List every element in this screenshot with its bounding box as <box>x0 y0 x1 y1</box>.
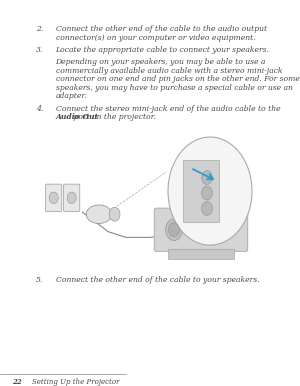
FancyBboxPatch shape <box>168 249 234 259</box>
Circle shape <box>202 186 212 200</box>
Text: Locate the appropriate cable to connect your speakers.: Locate the appropriate cable to connect … <box>56 46 269 54</box>
Circle shape <box>166 219 182 240</box>
Text: commercially available audio cable with a stereo mini-jack: commercially available audio cable with … <box>56 67 282 75</box>
Text: 3.: 3. <box>36 46 43 54</box>
Text: adapter.: adapter. <box>56 92 87 100</box>
Text: Connect the other end of the cable to the audio output: Connect the other end of the cable to th… <box>56 25 267 33</box>
Text: connector on one end and pin jacks on the other end. For some: connector on one end and pin jacks on th… <box>56 75 299 83</box>
Circle shape <box>49 192 58 204</box>
Text: Depending on your speakers, you may be able to use a: Depending on your speakers, you may be a… <box>56 58 266 66</box>
Circle shape <box>202 201 212 215</box>
Ellipse shape <box>86 205 112 223</box>
Text: connector(s) on your computer or video equipment.: connector(s) on your computer or video e… <box>56 34 255 42</box>
Circle shape <box>67 192 76 204</box>
Text: speakers, you may have to purchase a special cable or use an: speakers, you may have to purchase a spe… <box>56 84 292 92</box>
FancyBboxPatch shape <box>64 184 80 212</box>
Text: 22: 22 <box>12 378 22 386</box>
FancyBboxPatch shape <box>183 160 219 222</box>
Text: port on the projector.: port on the projector. <box>71 113 156 121</box>
Circle shape <box>109 207 120 221</box>
FancyBboxPatch shape <box>154 208 248 251</box>
Circle shape <box>169 223 179 237</box>
Text: Connect the other end of the cable to your speakers.: Connect the other end of the cable to yo… <box>56 276 259 284</box>
FancyBboxPatch shape <box>46 184 62 212</box>
Text: 2.: 2. <box>36 25 43 33</box>
Circle shape <box>202 171 212 185</box>
Text: Audio Out: Audio Out <box>56 113 98 121</box>
Text: Setting Up the Projector: Setting Up the Projector <box>32 378 119 386</box>
Circle shape <box>168 137 252 245</box>
Text: 4.: 4. <box>36 105 43 113</box>
Text: 5.: 5. <box>36 276 43 284</box>
Text: Connect the stereo mini-jack end of the audio cable to the: Connect the stereo mini-jack end of the … <box>56 105 280 113</box>
